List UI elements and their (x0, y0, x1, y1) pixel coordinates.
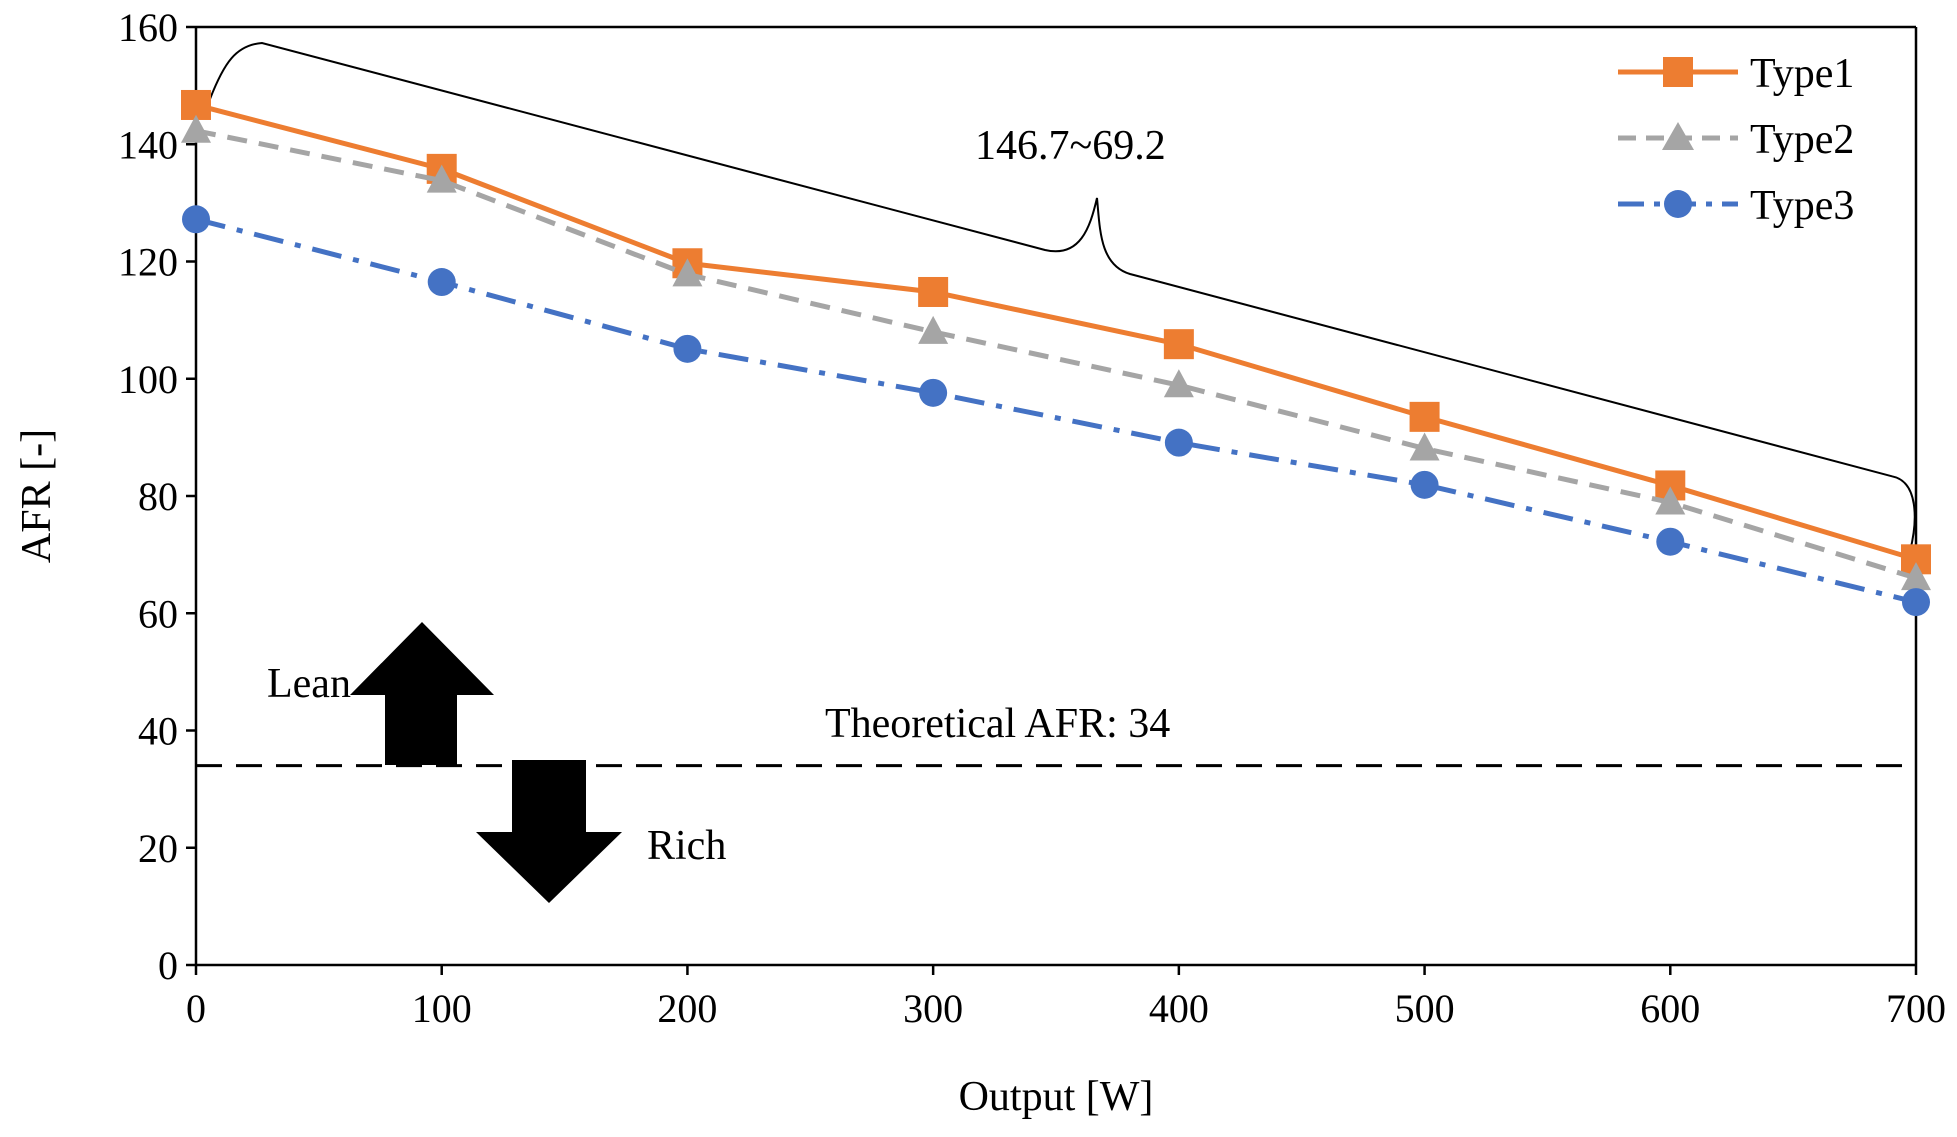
point-type1-300 (918, 276, 949, 307)
x-axis-title: Output [W] (959, 1074, 1154, 1120)
point-type2-200 (672, 258, 703, 287)
point-type1-500 (1409, 401, 1440, 432)
series-line-type2 (195, 128, 1917, 581)
point-type2-0 (181, 114, 211, 143)
point-type2-500 (1409, 432, 1440, 461)
y-tick-label-160: 160 (118, 5, 178, 50)
lean-label: Lean (267, 661, 351, 707)
y-tick-label-0: 0 (158, 943, 178, 988)
x-tick-label-200: 200 (657, 986, 717, 1031)
series-line-type3 (195, 216, 1917, 605)
x-tick-label-300: 300 (903, 986, 963, 1031)
series-layer (181, 89, 1931, 617)
point-type3-200 (673, 334, 702, 363)
legend-item-type3: Type3 (1618, 183, 1854, 229)
range-label: 146.7~69.2 (975, 123, 1166, 169)
y-tick-label-100: 100 (118, 357, 178, 402)
x-tick-label-500: 500 (1395, 986, 1455, 1031)
point-type3-0 (182, 205, 210, 234)
range-brace (209, 41, 1916, 552)
legend-label-type3: Type3 (1750, 183, 1854, 229)
point-type3-600 (1656, 527, 1685, 556)
x-tick-label-400: 400 (1149, 986, 1209, 1031)
x-tick-label-0: 0 (186, 986, 206, 1031)
legend-label-type2: Type2 (1750, 117, 1854, 163)
legend-label-type1: Type1 (1750, 51, 1854, 97)
y-tick-label-140: 140 (118, 122, 178, 167)
x-tick-label-600: 600 (1640, 986, 1700, 1031)
y-tick-label-40: 40 (138, 709, 178, 754)
y-axis-title: AFR [-] (14, 429, 60, 563)
series-line-type1 (195, 102, 1917, 562)
point-type3-100 (427, 268, 456, 297)
legend-item-type1: Type1 (1618, 51, 1854, 97)
rich-arrow-icon (476, 760, 622, 903)
point-type3-300 (919, 378, 948, 407)
point-type2-300 (918, 315, 949, 344)
point-type2-400 (1163, 369, 1194, 398)
point-type3-700 (1902, 588, 1930, 617)
point-type2-700 (1901, 562, 1931, 591)
y-tick-label-80: 80 (138, 474, 178, 519)
y-tick-label-120: 120 (118, 240, 178, 285)
legend-marker-type1 (1663, 57, 1693, 87)
legend-marker-type2 (1662, 122, 1694, 150)
point-type2-100 (426, 164, 457, 193)
x-tick-label-700: 700 (1886, 986, 1946, 1031)
legend-item-type2: Type2 (1618, 117, 1854, 163)
lean-arrow-icon (350, 622, 494, 765)
rich-label: Rich (647, 823, 726, 869)
point-type2-600 (1655, 486, 1686, 515)
point-type3-500 (1410, 470, 1439, 499)
legend: Type1 Type2 Type3 (1618, 51, 1854, 229)
point-type3-400 (1164, 428, 1193, 457)
ticks-layer: 0 100 200 300 400 500 600 700 0 20 40 60 80 100 120 140… (118, 5, 1946, 1031)
y-tick-label-60: 60 (138, 591, 178, 636)
x-tick-label-100: 100 (412, 986, 472, 1031)
point-type1-400 (1163, 329, 1194, 360)
reference-line-label: Theoretical AFR: 34 (825, 701, 1170, 747)
legend-marker-type3 (1664, 190, 1692, 218)
y-tick-label-20: 20 (138, 826, 178, 871)
